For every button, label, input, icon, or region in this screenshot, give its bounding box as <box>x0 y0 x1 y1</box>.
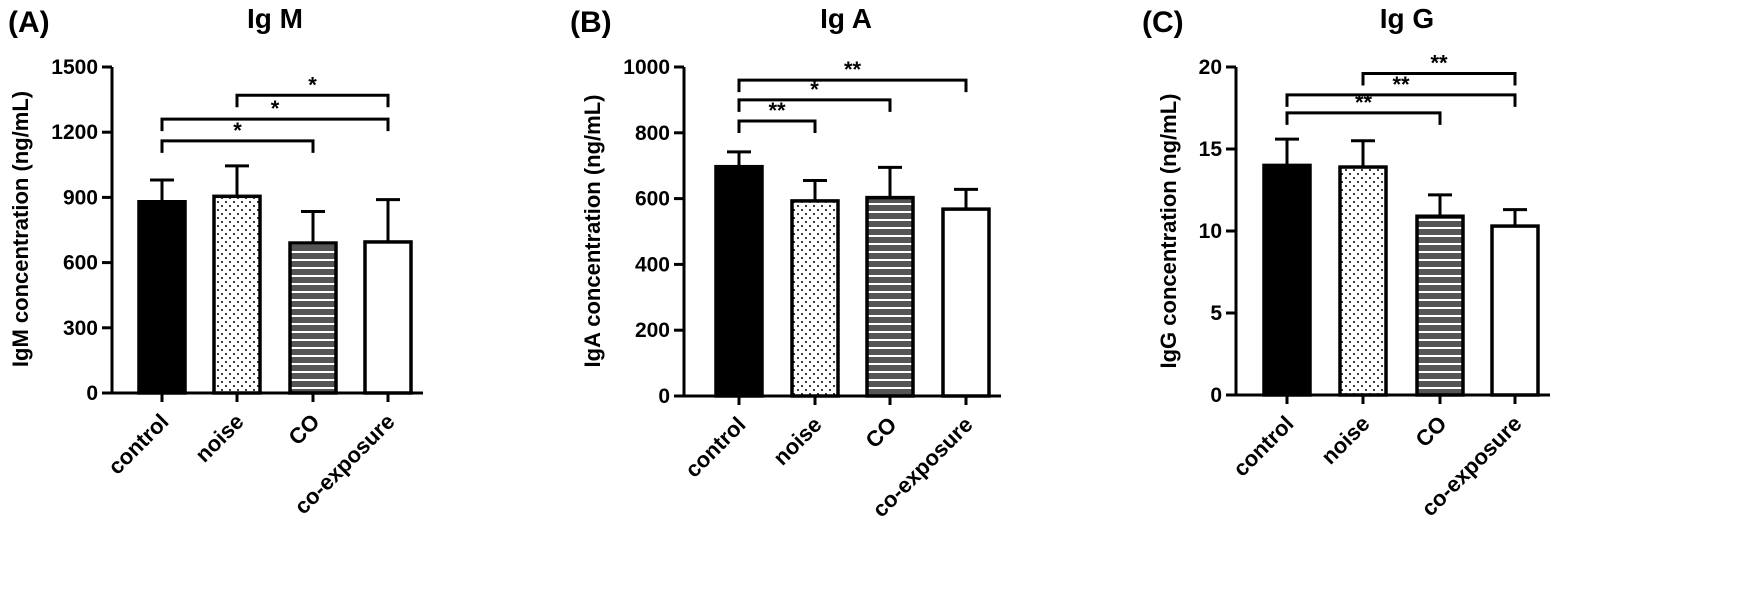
panel-label: (B) <box>570 6 612 39</box>
y-tick-label: 5 <box>1210 302 1222 325</box>
y-tick-label: 0 <box>1210 384 1222 407</box>
panel-b: (B) Ig A IgA concentration (ng/mL) 0 200 400 6… <box>570 3 1001 522</box>
x-tick-label: noise <box>768 412 826 470</box>
y-tick-label: 0 <box>86 382 98 405</box>
y-tick-label: 300 <box>63 317 98 340</box>
x-tick-label: control <box>680 412 750 482</box>
x-tick-label: noise <box>1316 411 1374 469</box>
y-axis-label: IgA concentration (ng/mL) <box>580 95 605 368</box>
y-tick-label: 600 <box>635 188 670 211</box>
significance-bracket <box>1285 111 1442 125</box>
bar-coexposure <box>1490 224 1540 397</box>
y-axis-label: IgG concentration (ng/mL) <box>1156 94 1181 369</box>
bar-noise <box>1338 165 1388 397</box>
bar-control <box>137 199 187 395</box>
bar-co <box>288 241 338 395</box>
panel-label: (A) <box>8 6 50 39</box>
x-tick-label: CO <box>861 412 902 453</box>
bar-noise <box>790 199 840 398</box>
y-tick-label: 15 <box>1199 138 1223 161</box>
y-tick-label: 1000 <box>623 56 670 79</box>
x-tick-label: noise <box>190 409 248 467</box>
chart-title: Ig A <box>820 3 872 34</box>
significance-label: ** <box>1430 51 1448 76</box>
chart-title: Ig M <box>247 3 303 34</box>
chart-title: Ig G <box>1380 3 1434 34</box>
bar-coexposure <box>941 207 991 398</box>
y-tick-label: 10 <box>1199 220 1222 243</box>
significance-label: * <box>233 118 242 143</box>
y-axis-label: IgM concentration (ng/mL) <box>8 91 33 367</box>
panel-label: (C) <box>1142 6 1184 39</box>
significance-bracket <box>160 117 390 132</box>
y-tick-label: 800 <box>635 122 670 145</box>
significance-bracket <box>737 119 817 133</box>
y-tick-label: 0 <box>658 385 670 408</box>
significance-bracket <box>1361 72 1517 86</box>
significance-label: * <box>271 96 280 121</box>
significance-label: ** <box>768 98 786 123</box>
panel-a: (A) Ig M IgM concentration (ng/mL) 0 300 600 9… <box>8 3 423 519</box>
y-tick-label: 400 <box>635 253 670 276</box>
bar-coexposure <box>363 240 413 395</box>
significance-label: ** <box>1392 72 1410 97</box>
significance-bracket <box>160 139 315 153</box>
x-tick-label: CO <box>1411 411 1452 452</box>
bar-control <box>1262 163 1312 397</box>
bar-co <box>865 195 915 398</box>
significance-bracket <box>737 78 968 93</box>
significance-label: * <box>308 72 317 97</box>
y-tick-label: 1200 <box>51 121 98 144</box>
bar-control <box>714 164 764 398</box>
significance-label: * <box>810 77 819 102</box>
y-tick-label: 20 <box>1199 56 1222 79</box>
significance-bracket <box>737 98 892 112</box>
x-tick-label: CO <box>284 409 325 450</box>
significance-label: ** <box>844 57 862 82</box>
y-tick-label: 900 <box>63 186 98 209</box>
y-tick-label: 600 <box>63 252 98 275</box>
significance-bracket <box>235 93 390 108</box>
x-tick-label: control <box>103 409 173 479</box>
panel-c: (C) Ig G IgG concentration (ng/mL) 0 5 10 15 20… <box>1142 3 1550 521</box>
bar-noise <box>212 194 262 395</box>
y-tick-label: 200 <box>635 319 670 342</box>
x-tick-label: control <box>1228 411 1298 481</box>
significance-bracket <box>1285 93 1517 107</box>
bar-co <box>1415 214 1465 397</box>
y-tick-label: 1500 <box>51 56 98 79</box>
